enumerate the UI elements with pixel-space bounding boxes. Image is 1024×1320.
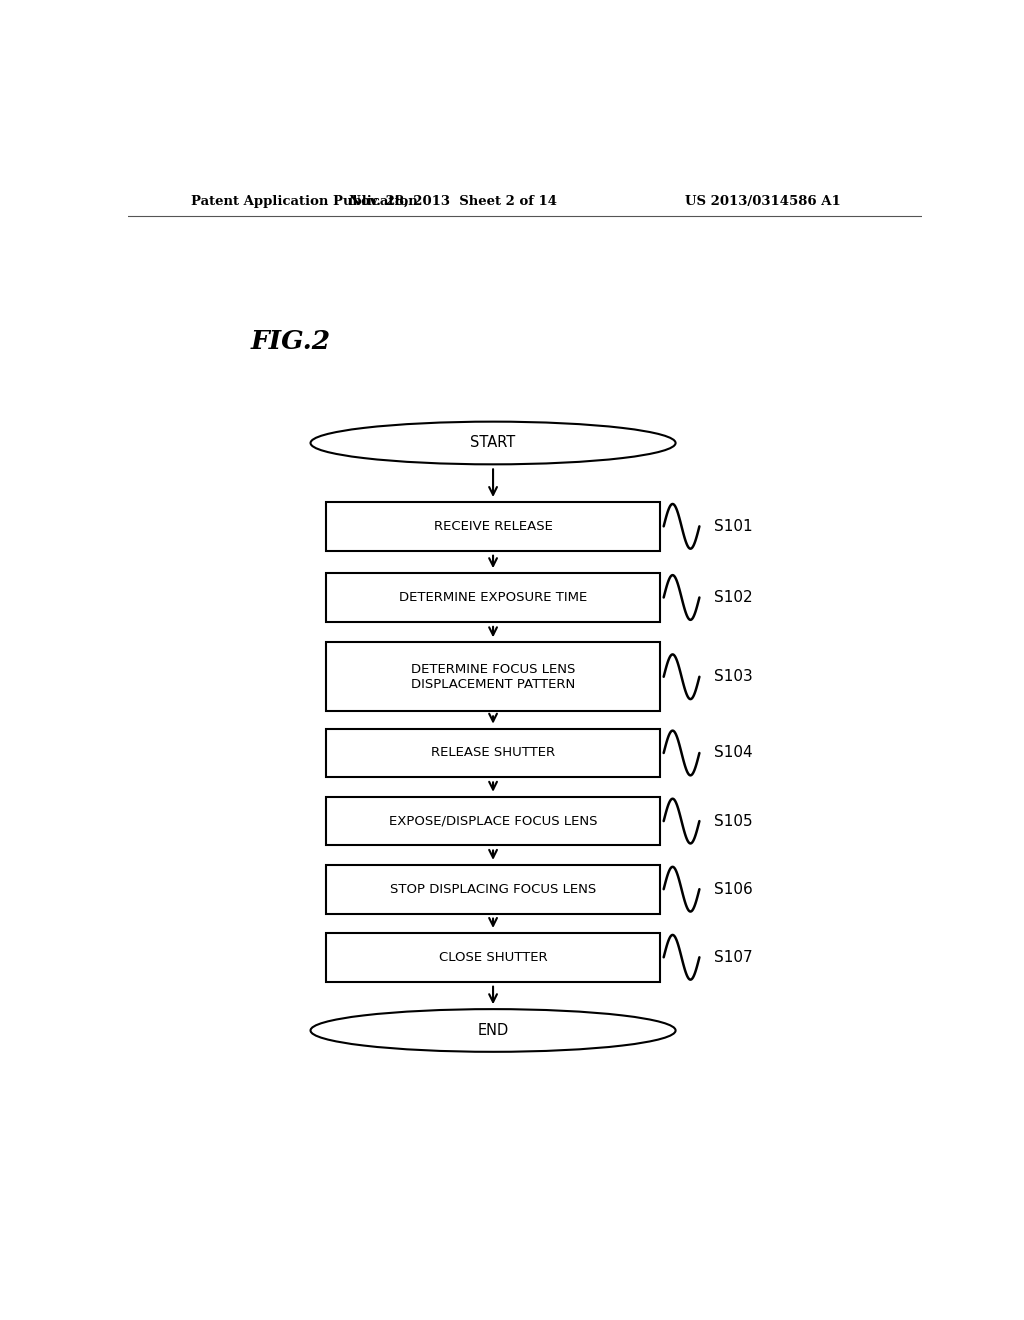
FancyBboxPatch shape xyxy=(327,797,659,846)
Text: RELEASE SHUTTER: RELEASE SHUTTER xyxy=(431,747,555,759)
Text: S104: S104 xyxy=(714,746,753,760)
Ellipse shape xyxy=(310,421,676,465)
Text: US 2013/0314586 A1: US 2013/0314586 A1 xyxy=(685,194,841,207)
Text: RECEIVE RELEASE: RECEIVE RELEASE xyxy=(433,520,553,533)
Text: DETERMINE FOCUS LENS
DISPLACEMENT PATTERN: DETERMINE FOCUS LENS DISPLACEMENT PATTER… xyxy=(411,663,575,690)
FancyBboxPatch shape xyxy=(327,729,659,777)
Text: EXPOSE/DISPLACE FOCUS LENS: EXPOSE/DISPLACE FOCUS LENS xyxy=(389,814,597,828)
Text: S105: S105 xyxy=(714,813,753,829)
FancyBboxPatch shape xyxy=(327,502,659,550)
Text: S101: S101 xyxy=(714,519,753,533)
Text: S102: S102 xyxy=(714,590,753,605)
Text: Nov. 28, 2013  Sheet 2 of 14: Nov. 28, 2013 Sheet 2 of 14 xyxy=(349,194,557,207)
FancyBboxPatch shape xyxy=(327,573,659,622)
FancyBboxPatch shape xyxy=(327,865,659,913)
Text: Patent Application Publication: Patent Application Publication xyxy=(191,194,418,207)
Text: STOP DISPLACING FOCUS LENS: STOP DISPLACING FOCUS LENS xyxy=(390,883,596,896)
Text: S107: S107 xyxy=(714,950,753,965)
Text: S103: S103 xyxy=(714,669,753,684)
Text: FIG.2: FIG.2 xyxy=(251,329,331,354)
Text: END: END xyxy=(477,1023,509,1038)
Ellipse shape xyxy=(310,1008,676,1052)
Text: CLOSE SHUTTER: CLOSE SHUTTER xyxy=(438,950,548,964)
FancyBboxPatch shape xyxy=(327,643,659,711)
Text: START: START xyxy=(470,436,516,450)
Text: S106: S106 xyxy=(714,882,753,896)
FancyBboxPatch shape xyxy=(327,933,659,982)
Text: DETERMINE EXPOSURE TIME: DETERMINE EXPOSURE TIME xyxy=(399,591,587,605)
